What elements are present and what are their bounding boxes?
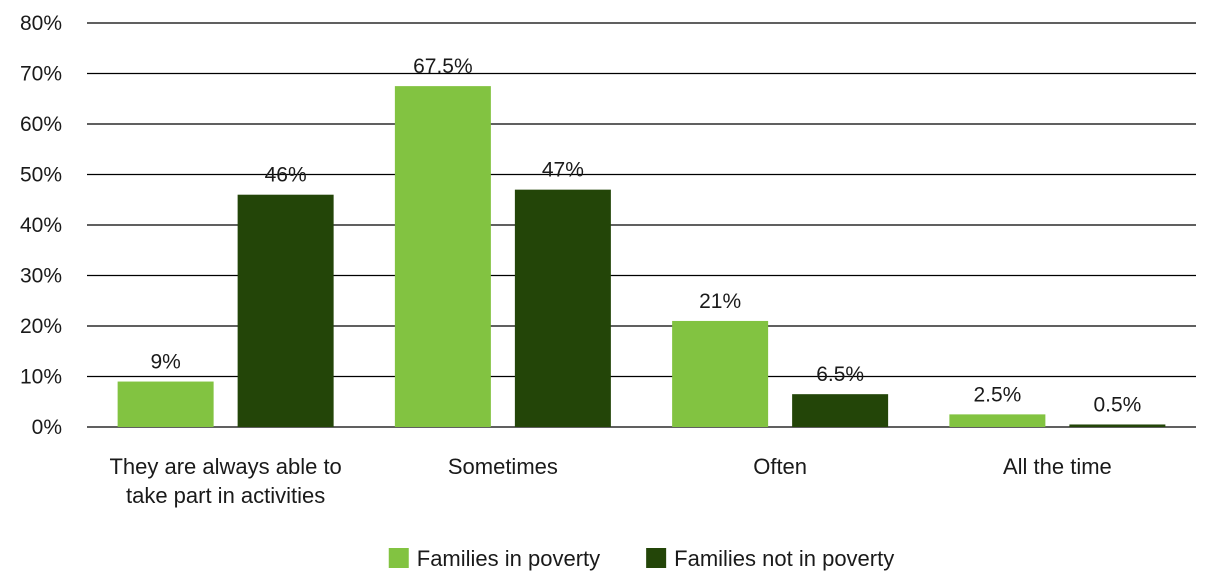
data-label: 21% [699,290,741,313]
data-label: 2.5% [973,383,1021,406]
x-category-label: Sometimes [448,454,558,479]
x-category-label: take part in activities [126,483,325,508]
x-category-label: They are always able to [109,454,341,479]
y-tick-label: 0% [32,416,62,439]
y-tick-label: 20% [20,315,62,338]
data-label: 47% [542,159,584,182]
data-label: 46% [265,164,307,187]
y-tick-label: 30% [20,265,62,288]
y-tick-label: 70% [20,63,62,86]
legend-swatch [646,548,667,568]
y-tick-label: 50% [20,164,62,187]
bars [117,86,1166,427]
data-label: 6.5% [816,363,864,386]
bar [1069,424,1166,427]
bar [672,320,769,427]
data-labels: 9% 46% 67.5% 47% 21% 6.5% 2.5% 0.5% [150,55,1141,416]
x-axis-categories: They are always able to take part in acti… [109,454,1111,508]
y-tick-label: 60% [20,113,62,136]
bar [949,414,1046,427]
legend-label: Families in poverty [417,546,600,571]
data-label: 67.5% [413,55,473,78]
bar [514,189,611,427]
data-label: 9% [150,351,180,374]
y-axis-ticks: 0% 10% 20% 30% 40% 50% 60% 70% 80% [20,12,62,439]
legend-label: Families not in poverty [674,546,894,571]
legend-swatch [388,548,409,568]
y-tick-label: 10% [20,366,62,389]
legend: Families in poverty Families not in pover… [388,546,894,571]
y-tick-label: 40% [20,214,62,237]
y-tick-label: 80% [20,12,62,35]
data-label: 0.5% [1093,393,1141,416]
bar [792,394,889,427]
bar [117,381,214,427]
bar [394,86,491,427]
bar [237,194,334,427]
x-category-label: Often [753,454,807,479]
x-category-label: All the time [1003,454,1112,479]
